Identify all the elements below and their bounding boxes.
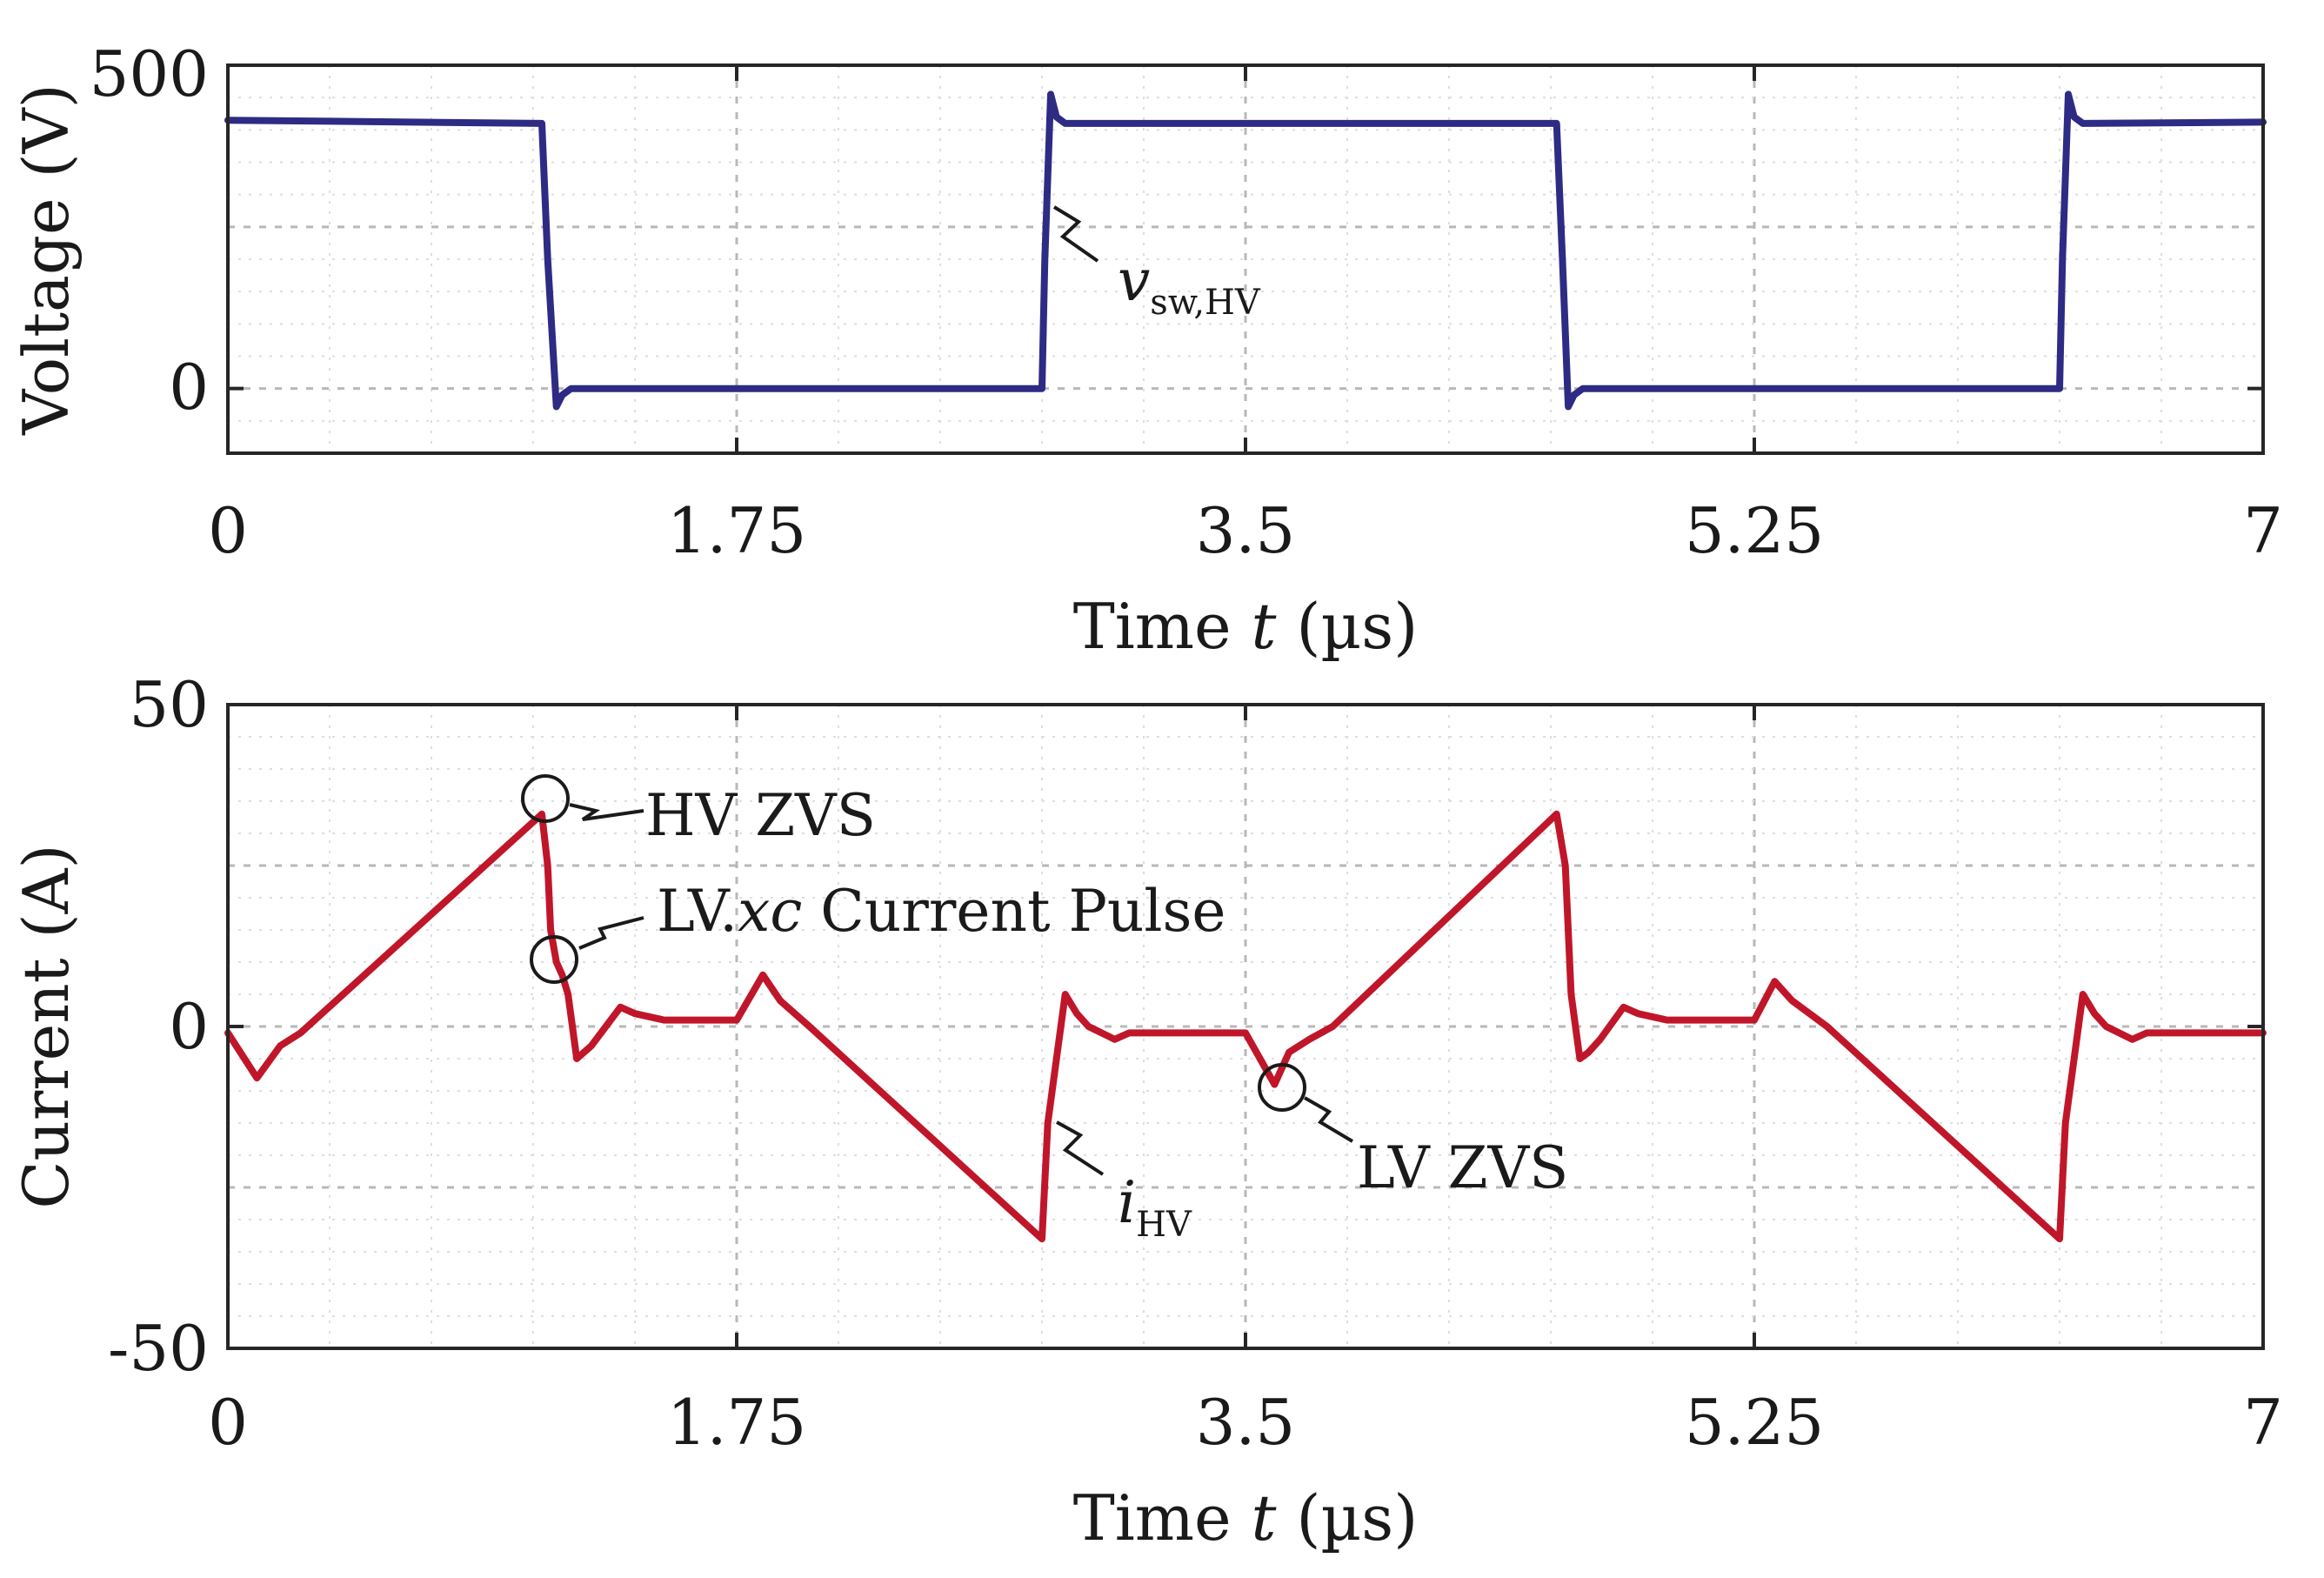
y-axis-label: Current (A) bbox=[10, 844, 83, 1208]
y-tick-label: 0 bbox=[169, 990, 209, 1063]
x-tick-label: 0 bbox=[208, 494, 248, 567]
ihv-annotation-leader bbox=[1057, 1122, 1103, 1174]
x-axis-label-unit: (µs) bbox=[1276, 1481, 1418, 1555]
current-subplot: 50 0 -50 0 1.75 3.5 5.25 7 Time t (µs) C… bbox=[10, 668, 2283, 1555]
x-tick-label: 7 bbox=[2243, 494, 2283, 567]
lv-pulse-label-part: LV. bbox=[657, 878, 738, 945]
lv-pulse-label-rest: Current Pulse bbox=[802, 878, 1225, 945]
x-axis-label-unit: (µs) bbox=[1276, 590, 1418, 663]
x-tick-label: 0 bbox=[208, 1386, 248, 1459]
lv-pulse-label-var: xc bbox=[738, 878, 802, 945]
x-axis-label-part: Time bbox=[1073, 590, 1252, 663]
x-axis-label: Time t (µs) bbox=[1073, 590, 1419, 663]
x-tick-label: 1.75 bbox=[667, 494, 806, 567]
y-tick-label: -50 bbox=[108, 1312, 209, 1385]
x-tick-label: 3.5 bbox=[1196, 494, 1296, 567]
ihv-annotation-label: iHV bbox=[1118, 1169, 1192, 1245]
x-axis-label: Time t (µs) bbox=[1073, 1481, 1419, 1555]
vsw-annotation-sub: sw,HV bbox=[1150, 283, 1261, 323]
hv-zvs-leader bbox=[570, 805, 644, 819]
x-tick-label: 5.25 bbox=[1685, 494, 1824, 567]
x-axis-label-var: t bbox=[1252, 590, 1278, 663]
x-axis-label-var: t bbox=[1252, 1481, 1278, 1555]
hv-zvs-label: HV ZVS bbox=[645, 782, 876, 849]
x-tick-label: 5.25 bbox=[1685, 1386, 1824, 1459]
lv-pulse-label: LV.xc Current Pulse bbox=[657, 878, 1225, 945]
x-tick-label: 1.75 bbox=[667, 1386, 806, 1459]
y-axis-label: Voltage (V) bbox=[10, 84, 83, 435]
lv-zvs-leader bbox=[1305, 1098, 1352, 1141]
x-axis-label-part: Time bbox=[1073, 1481, 1252, 1555]
vsw-annotation-main: v bbox=[1118, 247, 1150, 314]
current-grid bbox=[228, 705, 2263, 1348]
vsw-annotation-leader bbox=[1054, 207, 1098, 261]
lv-zvs-label: LV ZVS bbox=[1357, 1134, 1568, 1201]
y-tick-label: 0 bbox=[169, 351, 209, 424]
y-tick-label: 500 bbox=[90, 37, 209, 110]
x-tick-label: 3.5 bbox=[1196, 1386, 1296, 1459]
voltage-subplot: 500 0 0 1.75 3.5 5.25 7 Time t (µs) Volt… bbox=[10, 37, 2283, 663]
x-tick-label: 7 bbox=[2243, 1386, 2283, 1459]
ihv-annotation-main: i bbox=[1118, 1169, 1136, 1236]
figure: 500 0 0 1.75 3.5 5.25 7 Time t (µs) Volt… bbox=[0, 0, 2324, 1578]
y-tick-label: 50 bbox=[129, 668, 209, 741]
lv-pulse-leader bbox=[579, 918, 644, 948]
ihv-annotation-sub: HV bbox=[1136, 1205, 1192, 1245]
